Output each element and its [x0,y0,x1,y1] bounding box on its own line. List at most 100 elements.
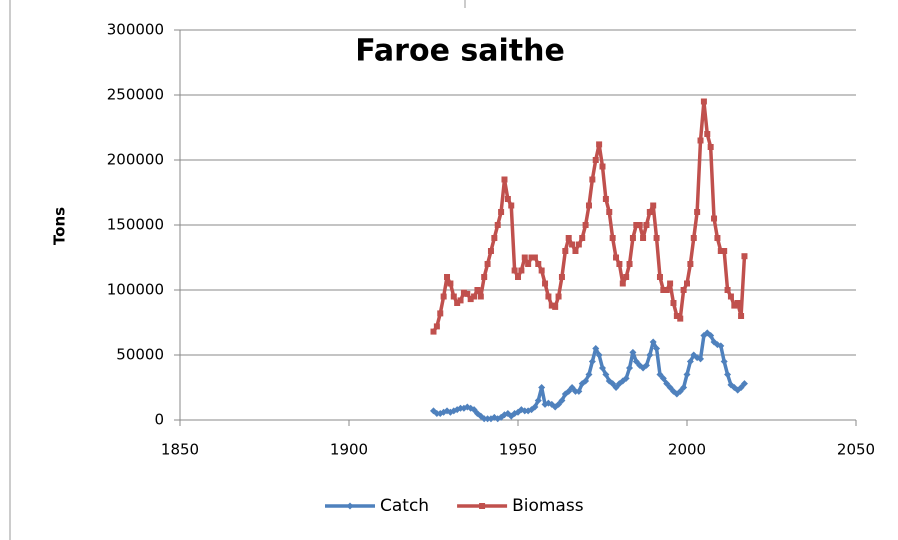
marker [548,302,555,309]
marker [683,371,691,378]
marker [504,196,511,202]
marker [491,235,498,241]
marker [542,280,549,287]
marker [599,364,606,372]
y-tick-label: 200000 [107,151,164,169]
marker [471,293,478,300]
marker [450,293,457,300]
marker [460,289,467,296]
marker [741,253,748,260]
marker [613,254,620,261]
marker [724,287,731,293]
x-tick-label: 1850 [161,441,199,459]
marker [568,384,576,391]
marker [646,209,653,215]
marker [653,345,661,352]
marker [437,310,444,317]
marker [717,342,725,350]
marker [700,98,707,105]
marker [515,274,521,280]
marker [680,287,687,293]
marker [676,387,684,395]
marker [687,261,694,267]
marker [595,351,603,359]
marker [531,403,539,411]
chart-title: Faroe saithe [355,34,565,69]
marker [589,176,596,183]
marker [433,323,440,330]
marker [670,300,677,306]
marker [592,157,599,163]
marker [538,384,546,391]
marker [508,202,515,209]
x-tick-label: 1900 [330,441,368,459]
marker [633,222,640,228]
marker [521,254,528,261]
marker [558,397,566,404]
marker [501,176,508,183]
marker [579,235,586,241]
marker [616,261,623,267]
marker [704,131,711,137]
marker [474,287,481,293]
marker [632,358,640,365]
marker [659,374,667,382]
marker [707,332,715,339]
marker [531,254,538,261]
marker [711,215,718,222]
marker [444,274,451,280]
marker [498,209,505,215]
marker [643,222,650,228]
marker [622,374,630,382]
marker [528,254,535,261]
y-tick-label: 100000 [107,281,164,299]
x-tick-label: 2050 [837,441,875,459]
marker [447,280,454,287]
y-tick-label: 300000 [107,21,164,39]
marker [727,293,734,300]
y-tick-label: 0 [154,411,164,429]
marker [629,235,636,241]
marker [626,261,633,267]
y-tick-label: 150000 [107,216,164,234]
marker [464,290,471,297]
marker [697,137,704,144]
marker [481,274,488,280]
marker [470,406,478,414]
marker [626,364,634,372]
marker [585,202,592,209]
marker [720,358,728,365]
marker [612,384,620,391]
marker [575,241,582,248]
marker [629,348,637,356]
marker [602,196,609,202]
marker [484,261,491,267]
marker [609,235,616,241]
marker [653,235,660,241]
marker [606,209,613,215]
marker [572,248,579,254]
y-tick-label: 250000 [107,86,164,104]
marker [592,345,600,352]
marker [697,355,705,363]
marker [582,222,589,228]
marker [596,141,603,148]
marker [494,222,501,228]
marker [660,287,667,293]
marker [569,241,576,248]
marker [525,261,532,267]
marker [545,293,552,300]
marker [609,380,617,388]
legend-label: Catch [380,496,429,516]
y-axis-label: Tons [51,207,69,245]
marker [538,267,545,274]
marker [656,371,664,378]
marker [642,361,650,369]
marker [656,274,663,280]
marker [562,248,569,254]
marker [585,371,593,378]
marker [599,163,606,170]
marker [740,380,748,388]
marker [619,280,626,287]
